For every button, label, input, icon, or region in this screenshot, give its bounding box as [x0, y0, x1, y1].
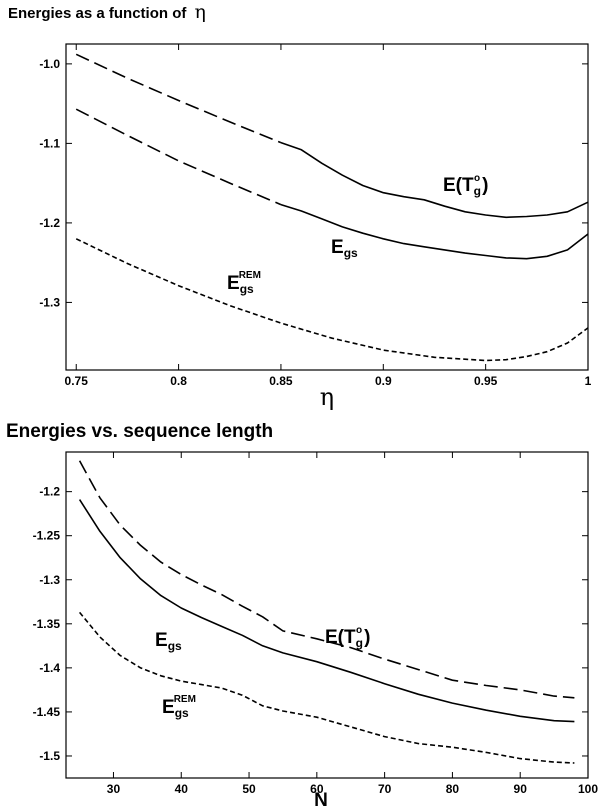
chart-length-x-tick-label: 80 [446, 782, 460, 796]
chart-eta-series-0-line [75, 53, 282, 144]
chart-eta-y-tick-label: -1.1 [39, 136, 60, 150]
chart-eta-x-tick-label: 0.95 [474, 374, 498, 388]
chart-length-x-tick-label: 100 [578, 782, 598, 796]
chart-eta-x-tick-label: 1 [585, 374, 592, 388]
chart-length-series-0-line [78, 460, 575, 699]
chart-eta-label-e-gs-rem: EgsREM [227, 270, 261, 296]
chart-length-x-tick-label: 40 [175, 782, 189, 796]
chart-length-y-tick-label: -1.2 [39, 485, 60, 499]
chart-length-y-tick-label: -1.35 [33, 617, 61, 631]
chart-length-x-tick-label: 70 [378, 782, 392, 796]
chart-length-x-axis-label: N [314, 790, 328, 809]
chart-length-label-e-tg: E(Tgo) [325, 625, 370, 650]
chart-eta-label-e-gs: Egs [331, 237, 358, 260]
chart-length-y-tick-label: -1.4 [39, 661, 60, 675]
chart-length-plot-frame [65, 451, 589, 779]
chart-length-title: Energies vs. sequence length [6, 421, 273, 442]
chart-length-y-tick-label: -1.3 [39, 573, 60, 587]
chart-length-y-axis: -1.2 -1.25 -1.3 -1.35 -1.4 -1.45 -1.5 [33, 485, 588, 763]
chart-eta-series [75, 53, 589, 362]
chart-length-label-e-gs-rem: EgsREM [162, 694, 196, 720]
chart-eta-series-1-line [75, 108, 282, 206]
chart-eta-series-0-line [280, 141, 589, 219]
chart-length-series [78, 460, 575, 764]
chart-length-x-tick-label: 50 [242, 782, 256, 796]
chart-length-x-tick-label: 30 [107, 782, 121, 796]
chart-length-y-tick-label: -1.25 [33, 529, 61, 543]
chart-eta-y-axis: -1.0 -1.1 -1.2 -1.3 [39, 57, 588, 309]
chart-length-x-tick-label: 90 [514, 782, 528, 796]
chart-length-series-1-line [78, 499, 575, 723]
chart-eta-title: Energies as a function of η [8, 1, 206, 23]
chart-eta-x-tick-label: 0.75 [65, 374, 89, 388]
chart-length-y-tick-label: -1.45 [33, 705, 61, 719]
chart-eta-x-tick-label: 0.85 [269, 374, 293, 388]
chart-eta-x-tick-label: 0.9 [375, 374, 392, 388]
chart-length-x-tick-label: 60 [310, 782, 324, 796]
chart-eta-x-axis: 0.75 0.8 0.85 0.9 0.95 1 [65, 44, 592, 388]
chart-eta-label-e-tg: E(Tgo) [443, 173, 488, 198]
chart-length: Energies vs. sequence length -1.2-1.25-1… [6, 421, 598, 809]
chart-length-y-tick-label: -1.5 [39, 749, 60, 763]
chart-eta: Energies as a function of η -1.0 -1.1 -1.2… [8, 1, 592, 411]
chart-eta-series-2-line [75, 238, 589, 362]
chart-eta-y-tick-label: -1.2 [39, 216, 60, 230]
chart-length-label-e-gs: Egs [155, 630, 182, 653]
chart-eta-y-tick-label: -1.3 [39, 295, 60, 309]
chart-eta-x-axis-label: η [320, 383, 334, 411]
chart-length-x-axis: 30 40 50 60 70 80 90 100 [107, 452, 598, 796]
chart-eta-y-tick-label: -1.0 [39, 57, 60, 71]
chart-eta-plot-frame [65, 43, 589, 371]
chart-length-series-2-line [78, 611, 575, 764]
chart-eta-series-1-line [280, 203, 589, 260]
chart-eta-x-tick-label: 0.8 [170, 374, 187, 388]
